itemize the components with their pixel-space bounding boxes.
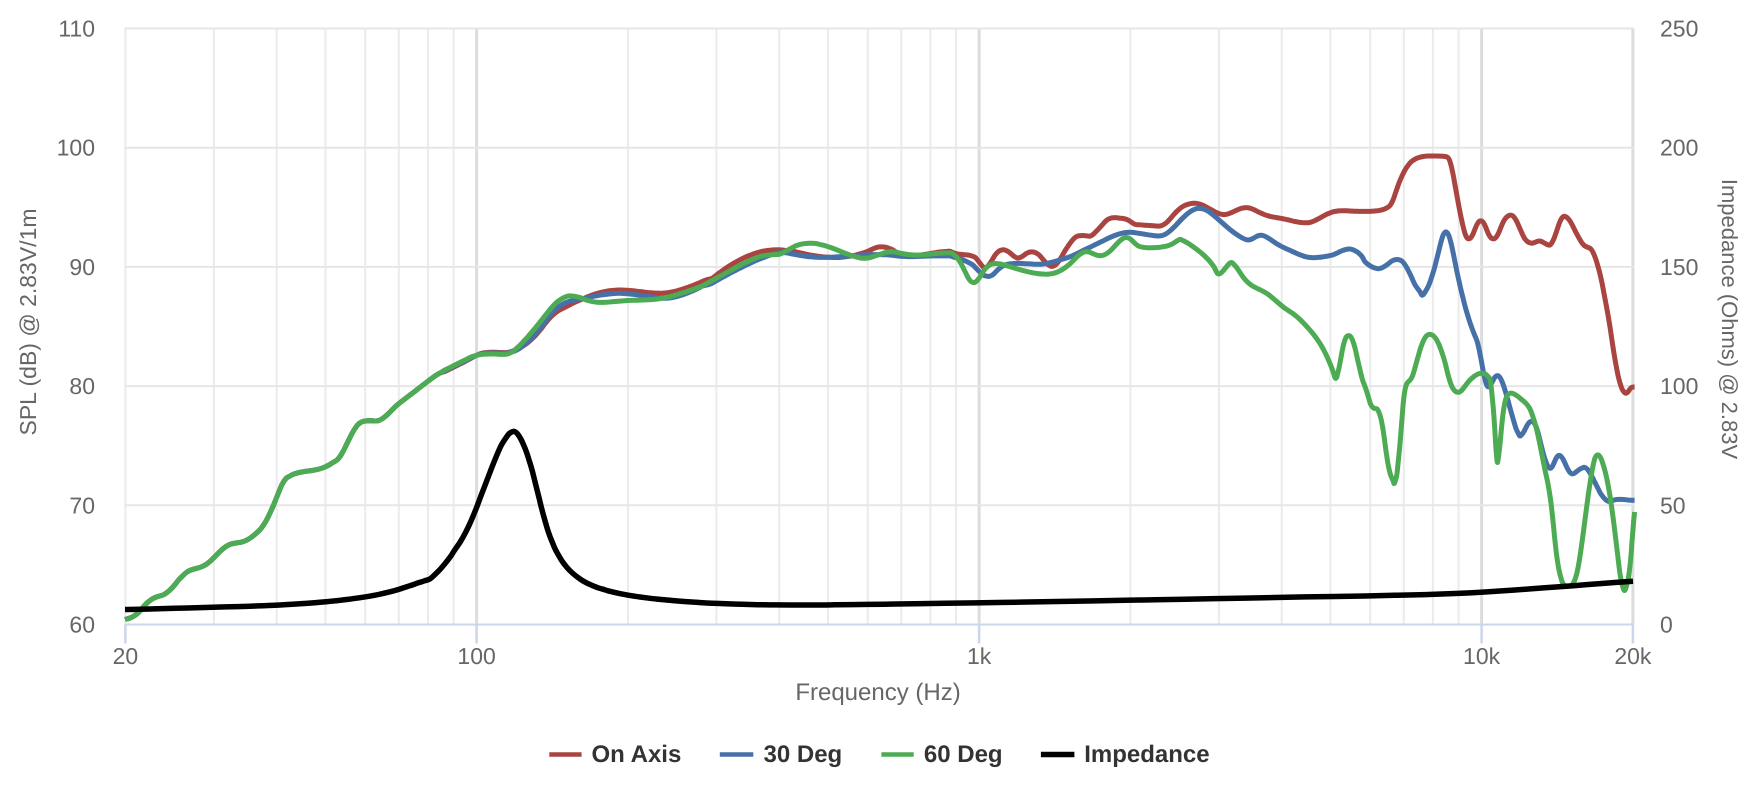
svg-text:100: 100 [457,643,495,669]
svg-text:60: 60 [69,612,95,638]
svg-text:20: 20 [113,643,139,669]
svg-text:110: 110 [58,16,95,42]
svg-text:Impedance: Impedance [1084,741,1209,768]
svg-text:SPL (dB) @ 2.83V/1m: SPL (dB) @ 2.83V/1m [15,208,41,435]
svg-text:1k: 1k [967,643,992,669]
svg-text:Impedance (Ohms) @ 2.83V: Impedance (Ohms) @ 2.83V [1717,179,1742,460]
svg-text:30 Deg: 30 Deg [764,741,843,768]
svg-text:70: 70 [69,492,95,518]
svg-text:0: 0 [1660,612,1673,638]
svg-text:100: 100 [1660,373,1698,399]
svg-text:200: 200 [1660,135,1698,161]
svg-text:80: 80 [69,373,95,399]
svg-text:100: 100 [57,135,95,161]
svg-text:90: 90 [69,254,95,280]
svg-text:On Axis: On Axis [592,741,682,768]
svg-text:50: 50 [1660,492,1686,518]
svg-text:10k: 10k [1463,643,1501,669]
svg-text:150: 150 [1660,254,1698,280]
svg-text:20k: 20k [1614,643,1652,669]
svg-text:Frequency (Hz): Frequency (Hz) [795,679,960,706]
svg-text:60 Deg: 60 Deg [924,741,1003,768]
svg-text:250: 250 [1660,16,1698,42]
